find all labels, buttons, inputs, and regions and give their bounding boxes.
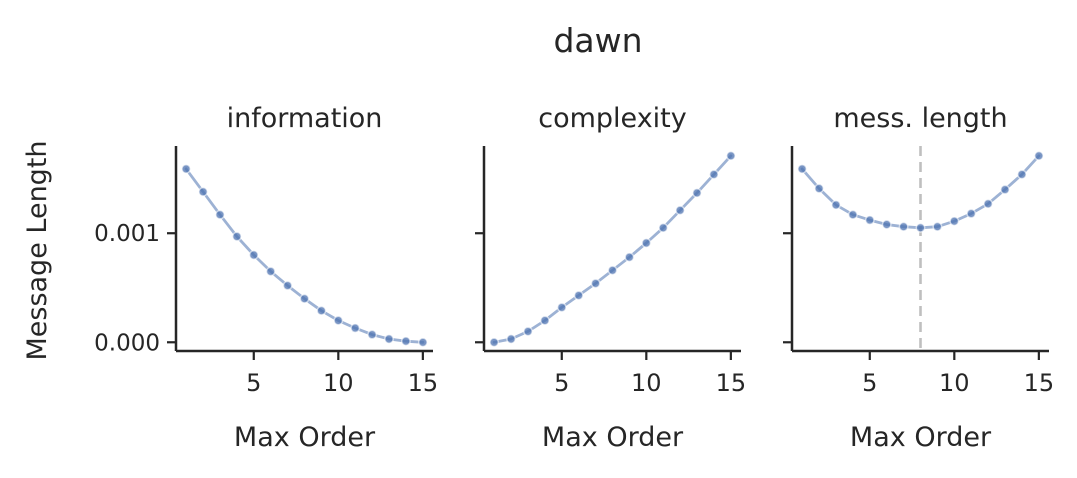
data-point: [725, 150, 736, 161]
data-point: [282, 280, 293, 291]
data-point: [831, 199, 841, 210]
panel-3: mess. length 5 10 15 Max Order: [783, 103, 1054, 453]
data-point: [1000, 184, 1010, 195]
data-point: [708, 169, 719, 180]
y-tick-label: 0.000: [94, 330, 160, 356]
data-point: [231, 231, 242, 242]
data-point: [1016, 169, 1027, 180]
x-tick-label: 5: [554, 369, 569, 397]
data-point: [881, 219, 892, 230]
panel-title: complexity: [538, 103, 687, 134]
data-point: [915, 222, 926, 233]
data-point: [573, 290, 584, 301]
x-tick-label: 5: [862, 369, 877, 397]
x-axis-label: Max Order: [542, 422, 684, 453]
x-tick-label: 15: [408, 369, 439, 397]
data-point: [556, 302, 567, 313]
data-point: [847, 209, 858, 220]
x-tick-label: 10: [631, 369, 662, 397]
data-point: [198, 186, 209, 197]
data-point: [692, 187, 702, 198]
x-tick-label: 10: [939, 369, 970, 397]
data-point: [607, 265, 618, 276]
data-point: [215, 209, 225, 220]
data-point: [248, 250, 259, 260]
data-point: [417, 337, 428, 348]
panel-1: information 5 10 15 0.000 0.001 Max Order Messa…: [22, 103, 438, 453]
series-line: [184, 167, 425, 344]
x-tick-label: 10: [323, 369, 354, 397]
x-axis-label: Max Order: [850, 422, 992, 453]
data-point: [299, 293, 310, 304]
data-point: [333, 315, 344, 326]
x-tick-label: 5: [246, 369, 261, 397]
data-point: [350, 323, 361, 334]
data-point: [675, 205, 686, 216]
data-point: [367, 329, 378, 340]
y-tick-label: 0.001: [94, 221, 160, 247]
data-point: [898, 221, 909, 232]
figure-title: dawn: [553, 21, 642, 60]
panel-2: complexity 5 10 15 Max Order: [475, 103, 746, 453]
data-point: [641, 238, 652, 248]
series-line: [492, 154, 733, 344]
data-point: [489, 337, 500, 348]
data-point: [797, 163, 808, 174]
x-axis-label: Max Order: [234, 422, 376, 453]
y-axis-label: Message Length: [22, 140, 53, 360]
data-point: [590, 278, 601, 289]
data-point: [506, 334, 517, 344]
x-tick-label: 15: [716, 369, 747, 397]
data-point: [949, 216, 960, 227]
data-point: [400, 336, 411, 347]
data-point: [966, 208, 977, 219]
panel-title: mess. length: [833, 103, 1007, 134]
data-point: [181, 163, 192, 174]
data-point: [983, 198, 994, 209]
data-point: [316, 305, 327, 316]
data-point: [539, 315, 550, 326]
x-tick-label: 15: [1024, 369, 1055, 397]
data-point: [658, 222, 669, 233]
data-point: [814, 183, 825, 194]
data-point: [265, 266, 276, 277]
data-point: [523, 326, 533, 337]
data-point: [384, 334, 394, 344]
data-point: [624, 252, 635, 263]
data-point: [864, 215, 875, 226]
panel-title: information: [227, 103, 383, 134]
data-point: [932, 221, 943, 232]
data-point: [1033, 150, 1044, 161]
